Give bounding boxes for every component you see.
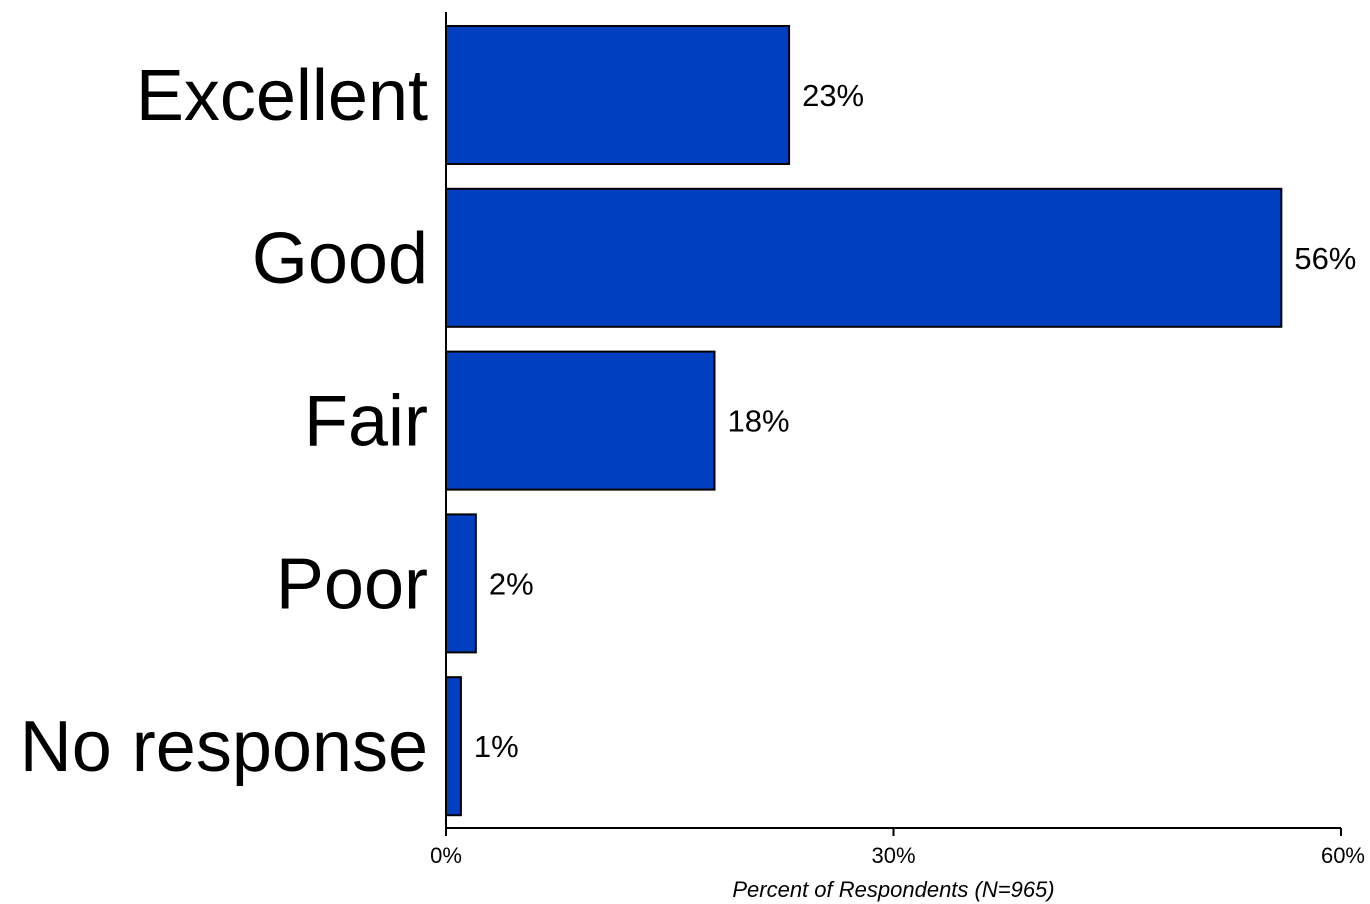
category-label-excellent: Excellent [136,56,428,136]
x-tick-label-0: 0% [430,843,462,868]
x-axis-ticks: 0% 30% 60% [430,828,1365,868]
bar-poor [445,513,477,654]
category-label-good: Good [252,219,428,299]
data-label-good: 56% [1294,241,1356,276]
category-labels: Excellent Good Fair Poor No response [20,56,428,787]
category-label-poor: Poor [276,544,428,624]
bar-excellent [445,25,791,165]
bar-fair [445,350,716,491]
x-axis-title: Percent of Respondents (N=965) [732,877,1054,902]
bar-no-response [445,676,462,817]
data-label-excellent: 23% [802,78,864,113]
bars-layer [445,25,1283,817]
x-tick-label-30: 30% [871,843,915,868]
data-labels: 23% 56% 18% 2% 1% [474,78,1356,764]
category-label-no-response: No response [20,707,428,787]
x-tick-label-60: 60% [1321,843,1365,868]
bar-good [445,187,1283,328]
category-label-fair: Fair [304,382,428,462]
data-label-fair: 18% [728,404,790,439]
data-label-no-response: 1% [474,729,519,764]
data-label-poor: 2% [489,566,534,601]
